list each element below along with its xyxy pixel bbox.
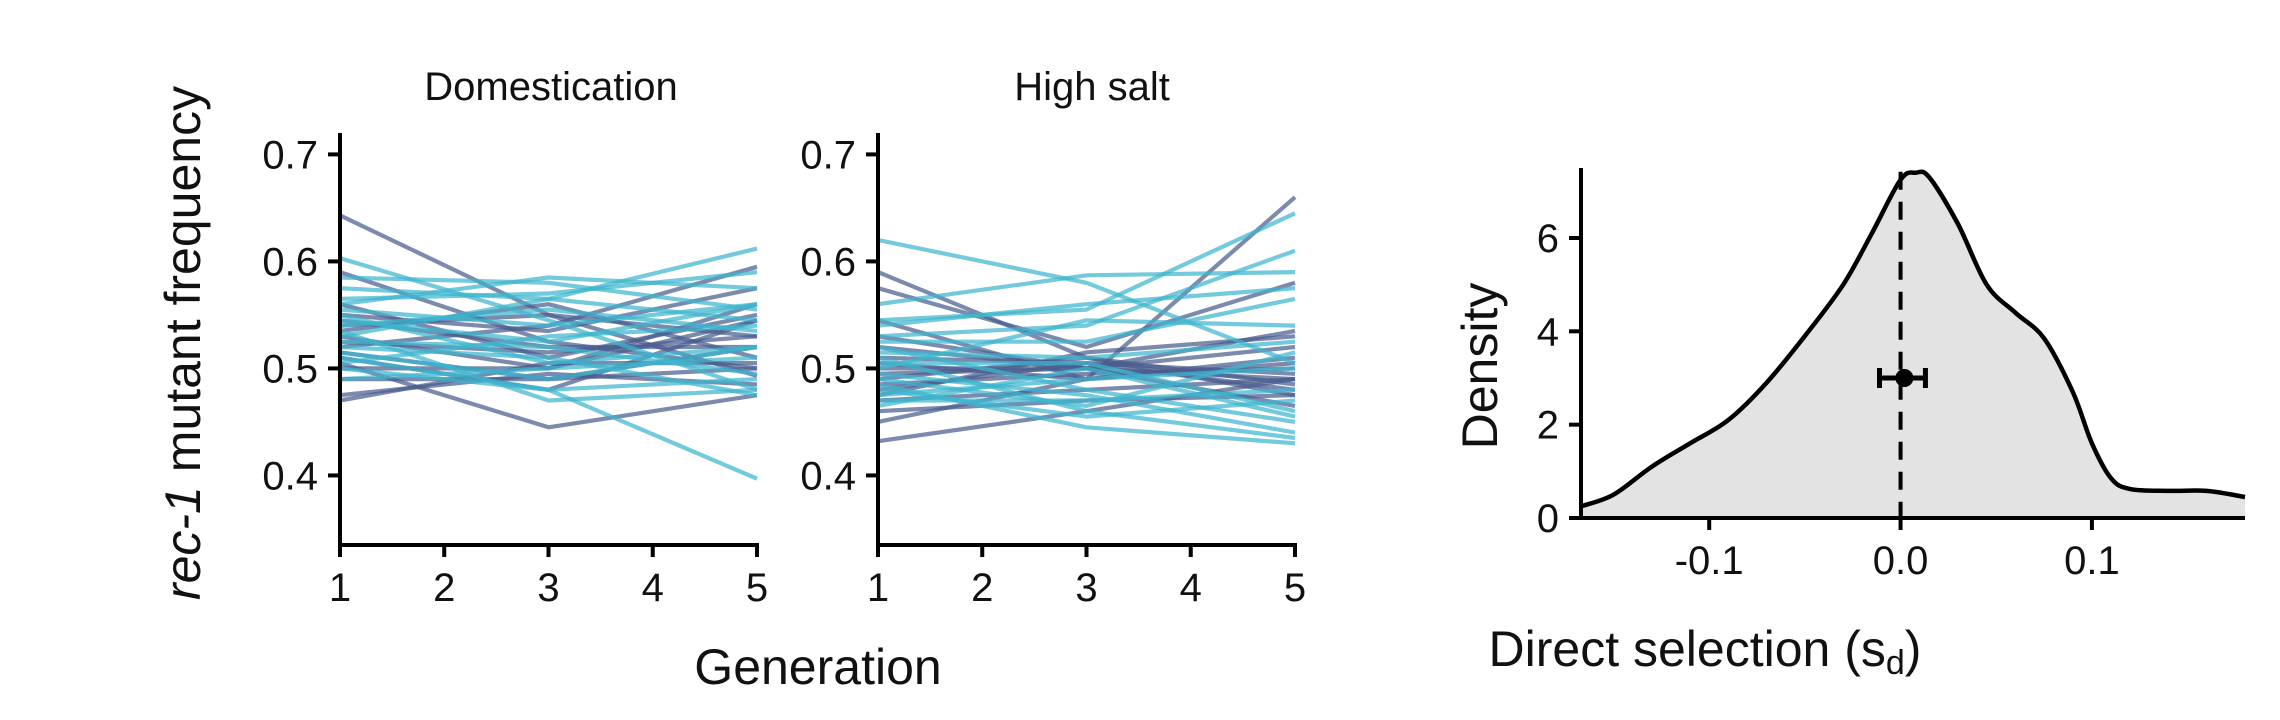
y-tick-label: 0.6 — [262, 240, 318, 284]
x-axis-title-generation: Generation — [694, 639, 941, 695]
y-tick-label: 0.7 — [800, 133, 856, 177]
y-tick-label: 0.7 — [262, 133, 318, 177]
y-tick-label: 0.4 — [800, 454, 856, 498]
panel-high-salt: High salt 0.4 0.5 0.6 0.7 1 2 3 4 5 — [800, 65, 1306, 610]
series-group — [877, 195, 1297, 446]
x-tick-label: 3 — [537, 566, 559, 610]
x-tick-label: 4 — [642, 566, 664, 610]
series-line — [877, 371, 1296, 435]
x-tick-label: 3 — [1075, 566, 1097, 610]
y-tick-label: 0 — [1537, 497, 1559, 541]
x-tick-label: 0.0 — [1873, 539, 1929, 583]
series-line — [878, 296, 1296, 344]
y-tick-label: 0.5 — [800, 347, 856, 391]
panel-density: 0 2 4 6 -0.1 0.0 0.1 Density Direct selection … — [1452, 168, 2246, 682]
axes: 0.4 0.5 0.6 0.7 1 2 3 4 5 — [262, 133, 768, 610]
x-tick-label: 0.1 — [2064, 539, 2120, 583]
axes: 0 2 4 6 -0.1 0.0 0.1 — [1537, 168, 2245, 583]
series-line — [339, 275, 758, 312]
x-tick-label: 1 — [329, 566, 351, 610]
panel-title-high-salt: High salt — [1014, 65, 1170, 109]
series-line — [877, 355, 1296, 441]
x-axis-title-direct-selection: Direct selection (sd) — [1489, 621, 1922, 682]
x-tick-label: 4 — [1180, 566, 1202, 610]
x-axis-title-subscript: d — [1886, 644, 1905, 682]
density-curve — [1580, 169, 2246, 509]
x-tick-label: 1 — [867, 566, 889, 610]
x-tick-label: 5 — [1284, 566, 1306, 610]
y-tick-label: 0.4 — [262, 454, 318, 498]
series-line — [877, 366, 1296, 398]
y-axis-title-italic: rec-1 — [155, 486, 211, 600]
y-axis-title-frequency: rec-1 mutant frequency — [155, 86, 211, 600]
series-line — [877, 280, 1296, 350]
y-tick-label: 2 — [1537, 404, 1559, 448]
axes: 0.4 0.5 0.6 0.7 1 2 3 4 5 — [800, 133, 1306, 610]
series-line — [877, 286, 1296, 328]
y-tick-label: 0.5 — [262, 347, 318, 391]
x-tick-label: 5 — [746, 566, 768, 610]
estimate-point — [1895, 369, 1914, 387]
x-axis-title-close: ) — [1905, 621, 1922, 677]
series-line — [339, 339, 758, 376]
x-tick-label: 2 — [433, 566, 455, 610]
series-line — [339, 302, 758, 344]
series-line — [339, 344, 758, 382]
series-line — [339, 323, 758, 366]
series-line — [339, 275, 758, 307]
series-line — [339, 355, 758, 382]
y-tick-label: 4 — [1537, 310, 1559, 354]
y-axis-title-rest: mutant frequency — [155, 86, 211, 486]
panel-title-domestication: Domestication — [424, 65, 677, 109]
series-line — [339, 307, 758, 334]
series-line — [877, 270, 1296, 307]
series-line — [877, 248, 1296, 339]
series-line — [877, 237, 1296, 366]
panel-domestication: Domestication 0.4 0.5 0.6 0.7 1 2 3 4 5 — [262, 65, 768, 610]
series-group — [339, 213, 758, 481]
series-line — [877, 366, 1296, 419]
series-line — [339, 361, 758, 430]
series-line — [339, 312, 758, 366]
y-axis-title-density: Density — [1452, 283, 1508, 450]
x-axis-title-main: Direct selection (s — [1489, 621, 1886, 677]
series-line — [339, 296, 758, 339]
series-line — [878, 387, 1296, 403]
y-tick-label: 6 — [1537, 217, 1559, 261]
density-area — [1581, 171, 2245, 518]
y-tick-label: 0.6 — [800, 240, 856, 284]
x-tick-label: -0.1 — [1675, 539, 1744, 583]
series-line — [877, 318, 1296, 371]
estimate-errorbar — [1877, 368, 1928, 388]
series-line — [339, 246, 758, 301]
x-tick-label: 2 — [971, 566, 993, 610]
